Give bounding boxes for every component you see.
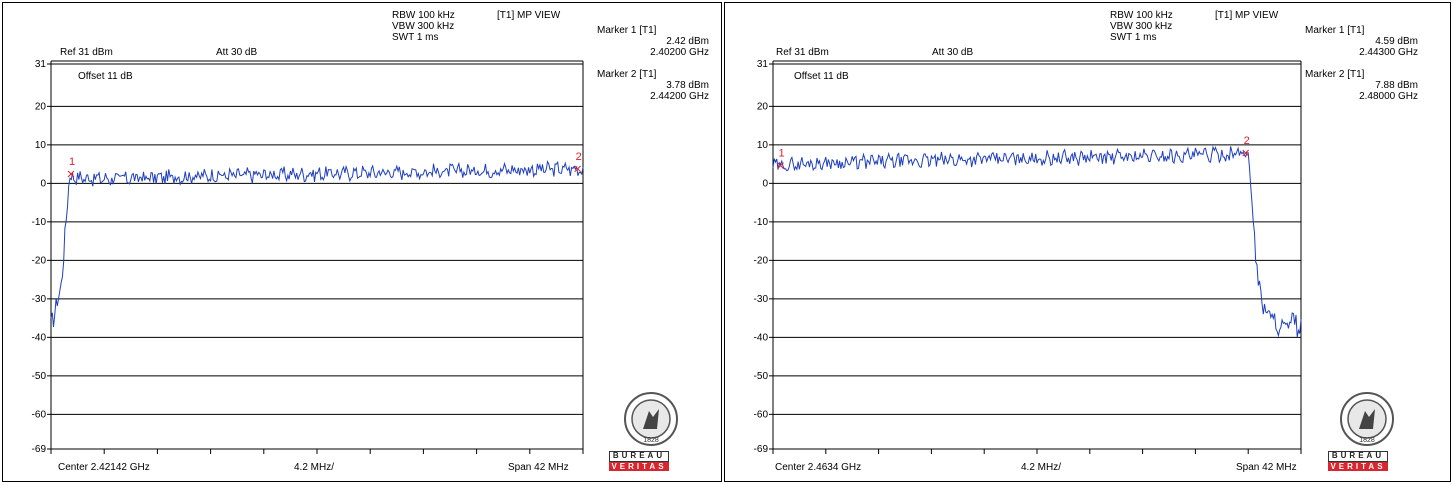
y-tick-label: 10	[35, 140, 47, 151]
vbw-label: VBW 300 kHz	[1110, 21, 1173, 32]
center-freq-label: Center 2.42142 GHz	[58, 462, 150, 473]
svg-text:1828: 1828	[1359, 437, 1375, 444]
y-tick-label: 0	[40, 178, 46, 189]
y-tick-label: 31	[757, 59, 769, 70]
div-label: 4.2 MHz/	[1021, 462, 1062, 473]
rbw-label: RBW 100 kHz	[1110, 10, 1173, 21]
marker-1-label: 1	[69, 156, 75, 168]
marker-1-freq: 2.44300 GHz	[1359, 47, 1418, 58]
ref-level-label: Ref 31 dBm	[60, 47, 113, 58]
spectrum-plot-left: 31 20 10 0 -10 -20 -30 -40 -50 -60 -69 1 2	[32, 59, 584, 455]
spectrum-panel-right: RBW 100 kHz VBW 300 kHz SWT 1 ms [T1] MP…	[724, 2, 1451, 482]
y-tick-label: -40	[32, 332, 47, 343]
center-freq-label: Center 2.4634 GHz	[775, 462, 862, 473]
marker-2-label: 2	[1244, 135, 1250, 147]
div-label: 4.2 MHz/	[294, 462, 335, 473]
y-tick-label: 20	[757, 101, 769, 112]
y-tick-label: -50	[754, 371, 769, 382]
y-tick-label: 10	[757, 140, 769, 151]
marker-2-symbol	[1242, 149, 1250, 157]
marker-2-symbol	[574, 165, 582, 173]
trace-line	[50, 160, 584, 328]
y-tick-label: 20	[35, 101, 47, 112]
marker-1-freq: 2.40200 GHz	[650, 47, 709, 58]
marker-1-label: 1	[779, 148, 785, 160]
marker-2-level: 7.88 dBm	[1375, 80, 1418, 91]
logo-top-text: BUREAU	[609, 451, 669, 462]
marker-1-symbol	[777, 162, 784, 170]
marker-2-title: Marker 2 [T1]	[1305, 69, 1365, 80]
svg-text:1828: 1828	[643, 437, 659, 444]
swt-label: SWT 1 ms	[392, 32, 439, 43]
bureau-veritas-logo: BUREAU VERITAS	[609, 451, 669, 471]
bureau-veritas-seal-icon: 1828	[624, 392, 678, 446]
swt-label: SWT 1 ms	[1110, 32, 1157, 43]
y-tick-label: -10	[754, 217, 769, 228]
marker-1-title: Marker 1 [T1]	[597, 25, 657, 36]
y-tick-label: -60	[754, 409, 769, 420]
y-tick-label: 31	[35, 59, 47, 70]
y-tick-label: 0	[762, 178, 768, 189]
y-tick-label: -69	[32, 444, 47, 455]
trace-mode-label: [T1] MP VIEW	[497, 10, 561, 21]
marker-1-level: 2.42 dBm	[666, 36, 709, 47]
y-tick-label: -30	[754, 294, 769, 305]
bureau-veritas-seal-icon: 1828	[1340, 392, 1394, 446]
y-tick-label: -10	[32, 217, 47, 228]
offset-label: Offset 11 dB	[78, 71, 133, 82]
marker-1-title: Marker 1 [T1]	[1305, 25, 1365, 36]
marker-2-title: Marker 2 [T1]	[597, 69, 657, 80]
bureau-veritas-logo: BUREAU VERITAS	[1328, 451, 1388, 471]
rbw-label: RBW 100 kHz	[392, 10, 455, 21]
trace-line	[772, 145, 1302, 338]
span-label: Span 42 MHz	[1236, 462, 1297, 473]
y-tick-label: -20	[754, 255, 769, 266]
marker-1-symbol	[67, 170, 75, 178]
y-tick-label: -69	[754, 444, 769, 455]
ref-level-label: Ref 31 dBm	[776, 47, 829, 58]
marker-2-freq: 2.44200 GHz	[650, 91, 709, 102]
y-tick-label: -60	[32, 409, 47, 420]
y-tick-label: -50	[32, 371, 47, 382]
marker-1-level: 4.59 dBm	[1375, 36, 1418, 47]
marker-2-level: 3.78 dBm	[666, 80, 709, 91]
offset-label: Offset 11 dB	[794, 71, 849, 82]
y-tick-label: -30	[32, 294, 47, 305]
spectrum-panel-left: RBW 100 kHz VBW 300 kHz SWT 1 ms [T1] MP…	[2, 2, 722, 482]
marker-2-freq: 2.48000 GHz	[1359, 91, 1418, 102]
logo-bottom-text: VERITAS	[1328, 462, 1388, 471]
spectrum-plot-right: 31 20 10 0 -10 -20 -30 -40 -50 -60 -69 1 2	[754, 59, 1302, 455]
vbw-label: VBW 300 kHz	[392, 21, 455, 32]
logo-bottom-text: VERITAS	[609, 462, 669, 471]
attenuation-label: Att 30 dB	[932, 47, 974, 58]
trace-mode-label: [T1] MP VIEW	[1215, 10, 1279, 21]
span-label: Span 42 MHz	[508, 462, 569, 473]
attenuation-label: Att 30 dB	[216, 47, 258, 58]
y-tick-label: -20	[32, 255, 47, 266]
y-tick-label: -40	[754, 332, 769, 343]
marker-2-label: 2	[576, 151, 582, 163]
logo-top-text: BUREAU	[1328, 451, 1388, 462]
